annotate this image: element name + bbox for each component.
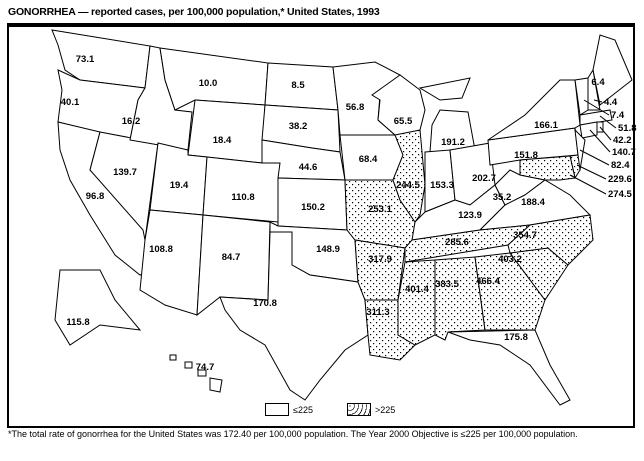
state-az — [139, 209, 204, 316]
map-title: GONORRHEA — reported cases, per 100,000 … — [8, 6, 380, 18]
state-value-me: 6.4 — [591, 77, 605, 88]
state-value-sd: 38.2 — [289, 121, 308, 132]
state-value-fl: 175.8 — [504, 332, 528, 343]
legend-label-low: ≤225 — [293, 404, 313, 415]
state-value-wi: 65.5 — [394, 116, 413, 127]
state-value-or: 40.1 — [61, 97, 80, 108]
state-ga — [474, 252, 546, 331]
state-value-nm: 84.7 — [222, 252, 241, 263]
state-value-la: 311.3 — [366, 307, 389, 318]
state-value-mo: 253.1 — [368, 204, 392, 215]
state-me — [592, 34, 633, 106]
state-fl — [447, 329, 571, 406]
leader-line — [576, 164, 607, 180]
leader-line — [589, 129, 611, 153]
state-value-mi: 191.2 — [441, 137, 465, 148]
leader-line — [599, 126, 612, 141]
leader-line — [579, 149, 610, 166]
state-value-ca: 96.8 — [86, 191, 105, 202]
state-value-wa: 73.1 — [76, 54, 95, 65]
state-value-ct: 140.7 — [612, 147, 636, 158]
leader-line — [583, 99, 610, 116]
state-value-vt: 7.4 — [611, 110, 625, 121]
state-ar — [354, 239, 406, 301]
state-value-co: 110.8 — [231, 192, 254, 203]
state-ms — [397, 259, 436, 346]
state-value-pa: 151.8 — [514, 150, 538, 161]
state-value-ar: 317.9 — [368, 254, 392, 265]
state-value-ne: 44.6 — [299, 162, 318, 173]
state-value-ia: 68.4 — [359, 154, 378, 165]
state-value-il: 244.5 — [396, 180, 420, 191]
state-hi — [169, 354, 177, 361]
state-value-wy: 18.4 — [213, 135, 232, 146]
state-value-ny: 166.1 — [534, 120, 558, 131]
state-value-de: 229.6 — [608, 174, 632, 185]
state-value-ut: 19.4 — [170, 180, 189, 191]
state-value-az: 108.8 — [149, 244, 173, 255]
state-value-al: 383.5 — [435, 279, 459, 290]
state-value-ks: 150.2 — [301, 202, 325, 213]
state-value-mn: 56.8 — [346, 102, 365, 113]
state-value-nj: 82.4 — [611, 160, 630, 171]
state-ma — [579, 109, 613, 126]
state-value-ak: 115.8 — [66, 317, 89, 328]
state-tx — [219, 231, 369, 401]
state-value-nh: 4.4 — [604, 97, 618, 108]
state-value-ms: 401.4 — [405, 284, 429, 295]
state-hi — [184, 361, 193, 369]
state-vt — [574, 77, 589, 116]
state-value-va: 188.4 — [521, 197, 545, 208]
state-value-ma: 51.8 — [618, 123, 637, 134]
state-hi — [197, 369, 207, 377]
state-nc — [507, 214, 594, 266]
state-value-sc: 403.2 — [498, 254, 522, 265]
legend: ≤225 >225 — [265, 403, 395, 416]
legend-swatch-high — [346, 403, 371, 416]
state-value-mt: 10.0 — [199, 78, 218, 89]
state-value-md: 274.5 — [608, 189, 632, 200]
leader-line — [593, 99, 603, 103]
state-value-ga: 466.4 — [476, 276, 500, 287]
state-ak — [54, 269, 142, 346]
state-value-id: 16.2 — [122, 116, 141, 127]
legend-swatch-low — [265, 403, 289, 416]
state-co — [202, 156, 281, 223]
state-value-ky: 123.9 — [458, 210, 482, 221]
state-hi — [209, 377, 223, 393]
state-value-tn: 285.6 — [445, 237, 469, 248]
state-value-oh: 202.7 — [472, 173, 496, 184]
state-ct — [579, 121, 598, 139]
state-mi — [418, 77, 471, 101]
footnote: *The total rate of gonorrhea for the Uni… — [8, 429, 578, 439]
leader-line — [599, 115, 617, 129]
state-md — [519, 155, 576, 181]
leader-line — [569, 174, 607, 195]
legend-label-high: >225 — [374, 404, 396, 415]
state-value-ok: 148.9 — [316, 244, 340, 255]
state-value-wv: 35.2 — [493, 192, 512, 203]
state-value-nv: 139.7 — [113, 167, 137, 178]
state-value-in: 153.3 — [430, 180, 454, 191]
state-wy — [187, 99, 266, 164]
state-value-hi: 74.7 — [196, 362, 215, 373]
state-value-nd: 8.5 — [291, 80, 305, 91]
state-value-ri: 42.2 — [613, 135, 632, 146]
state-value-nc: 354.7 — [513, 230, 537, 241]
state-value-tx: 170.8 — [253, 298, 277, 309]
map-frame — [7, 23, 635, 428]
